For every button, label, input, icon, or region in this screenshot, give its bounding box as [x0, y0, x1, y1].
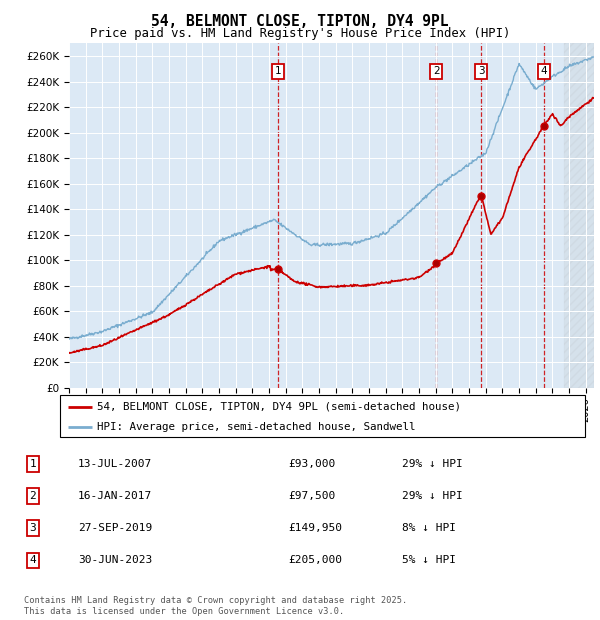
Text: £205,000: £205,000 — [288, 556, 342, 565]
Text: 54, BELMONT CLOSE, TIPTON, DY4 9PL: 54, BELMONT CLOSE, TIPTON, DY4 9PL — [151, 14, 449, 29]
Text: Price paid vs. HM Land Registry's House Price Index (HPI): Price paid vs. HM Land Registry's House … — [90, 27, 510, 40]
FancyBboxPatch shape — [60, 395, 585, 437]
Text: 2: 2 — [29, 491, 37, 501]
Text: 3: 3 — [29, 523, 37, 533]
Text: 27-SEP-2019: 27-SEP-2019 — [78, 523, 152, 533]
Text: 16-JAN-2017: 16-JAN-2017 — [78, 491, 152, 501]
Text: 4: 4 — [541, 66, 547, 76]
Text: 3: 3 — [478, 66, 485, 76]
Text: £93,000: £93,000 — [288, 459, 335, 469]
Text: 29% ↓ HPI: 29% ↓ HPI — [402, 459, 463, 469]
Text: 2: 2 — [433, 66, 440, 76]
Text: 1: 1 — [29, 459, 37, 469]
Text: 29% ↓ HPI: 29% ↓ HPI — [402, 491, 463, 501]
Text: 13-JUL-2007: 13-JUL-2007 — [78, 459, 152, 469]
Text: 30-JUN-2023: 30-JUN-2023 — [78, 556, 152, 565]
Text: 1: 1 — [275, 66, 281, 76]
Text: 54, BELMONT CLOSE, TIPTON, DY4 9PL (semi-detached house): 54, BELMONT CLOSE, TIPTON, DY4 9PL (semi… — [97, 402, 461, 412]
Text: 4: 4 — [29, 556, 37, 565]
Text: Contains HM Land Registry data © Crown copyright and database right 2025.
This d: Contains HM Land Registry data © Crown c… — [24, 596, 407, 616]
Text: £97,500: £97,500 — [288, 491, 335, 501]
Text: 5% ↓ HPI: 5% ↓ HPI — [402, 556, 456, 565]
Bar — [564, 43, 594, 388]
Text: 8% ↓ HPI: 8% ↓ HPI — [402, 523, 456, 533]
Text: HPI: Average price, semi-detached house, Sandwell: HPI: Average price, semi-detached house,… — [97, 422, 415, 432]
Text: £149,950: £149,950 — [288, 523, 342, 533]
